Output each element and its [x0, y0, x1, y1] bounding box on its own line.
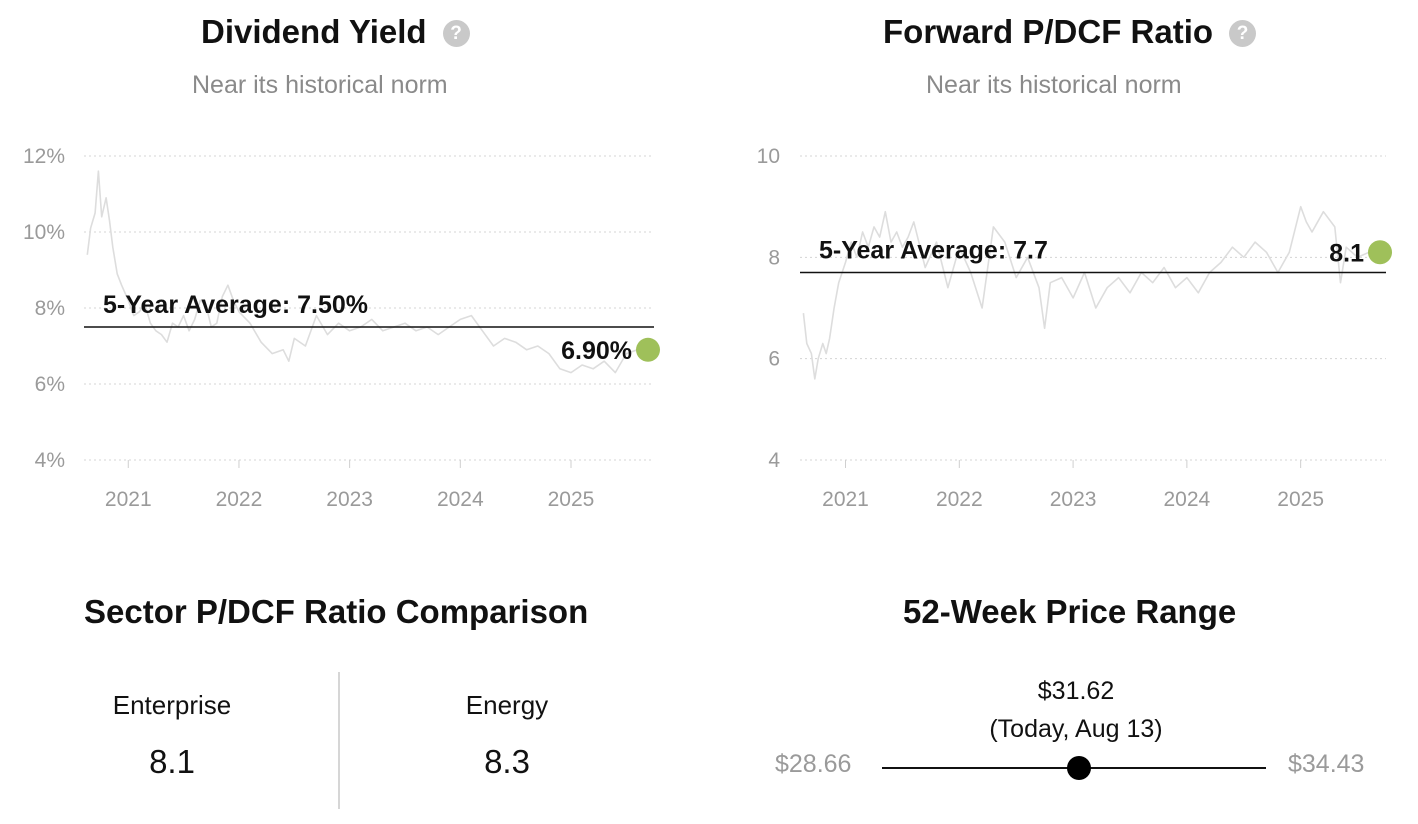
current-value-marker: [636, 337, 660, 362]
x-tick-label: 2025: [548, 488, 595, 511]
sector-value: 8.1: [149, 743, 195, 780]
question-circle-icon[interactable]: ?: [1229, 20, 1257, 47]
sector-value: 8.3: [484, 743, 530, 780]
sector-name: Enterprise: [112, 690, 232, 720]
x-tick-label: 2022: [216, 488, 263, 511]
forward-pdcf-subtitle: Near its historical norm: [926, 71, 1182, 99]
price-range-title: 52-Week Price Range: [903, 593, 1237, 630]
sector-item-energy: Energy 8.3: [387, 690, 627, 781]
forward-pdcf-title: Forward P/DCF Ratio?: [883, 13, 1257, 51]
current-price: $31.62: [1037, 677, 1115, 705]
series-line: [802, 205, 1370, 380]
y-tick-label: 10%: [23, 221, 65, 244]
current-value-label: 8.1: [1329, 239, 1364, 267]
x-tick-label: 2023: [1050, 488, 1097, 511]
x-tick-label: 2025: [1277, 488, 1324, 511]
dividend-yield-chart: 4% 6% 8% 10% 12% 2021 2022 2023 2024 2025 5-Year A…: [23, 145, 660, 511]
y-tick-label: 4%: [35, 449, 65, 472]
current-value-marker: [1368, 240, 1392, 265]
price-range-high: $34.43: [1288, 750, 1365, 778]
y-tick-label: 8: [768, 246, 780, 269]
y-tick-label: 4: [768, 449, 780, 472]
current-value-label: 6.90%: [561, 337, 632, 365]
sector-divider: [338, 672, 340, 809]
x-tick-label: 2024: [1164, 488, 1211, 511]
current-price-note: (Today, Aug 13): [989, 715, 1163, 743]
dividend-yield-subtitle: Near its historical norm: [192, 71, 448, 99]
x-tick-label: 2024: [437, 488, 484, 511]
y-tick-label: 6: [768, 348, 780, 371]
forward-pdcf-chart: 4 6 8 10 2021 2022 2023 2024 2025 5-Year Average:…: [757, 145, 1392, 511]
series-line: [86, 170, 638, 374]
price-range-marker: [1066, 756, 1091, 780]
price-range-current: $31.62 (Today, Aug 13): [946, 672, 1206, 748]
y-tick-label: 12%: [23, 145, 65, 168]
price-range-low: $28.66: [775, 750, 852, 778]
y-tick-label: 10: [757, 145, 780, 168]
dividend-yield-title: Dividend Yield?: [201, 13, 470, 51]
sector-comparison-title: Sector P/DCF Ratio Comparison: [84, 593, 589, 630]
forward-pdcf-title-text: Forward P/DCF Ratio: [883, 13, 1214, 50]
average-label: 5-Year Average: 7.7: [819, 237, 1048, 265]
sector-item-enterprise: Enterprise 8.1: [52, 690, 292, 781]
x-tick-label: 2021: [105, 488, 152, 511]
average-label: 5-Year Average: 7.50%: [103, 291, 368, 319]
question-circle-icon[interactable]: ?: [442, 20, 470, 47]
sector-name: Energy: [465, 690, 549, 720]
x-tick-label: 2021: [822, 488, 869, 511]
x-tick-label: 2022: [936, 488, 983, 511]
x-tick-label: 2023: [326, 488, 373, 511]
y-tick-label: 6%: [35, 373, 65, 396]
y-tick-label: 8%: [35, 297, 65, 320]
dividend-yield-title-text: Dividend Yield: [201, 13, 427, 50]
